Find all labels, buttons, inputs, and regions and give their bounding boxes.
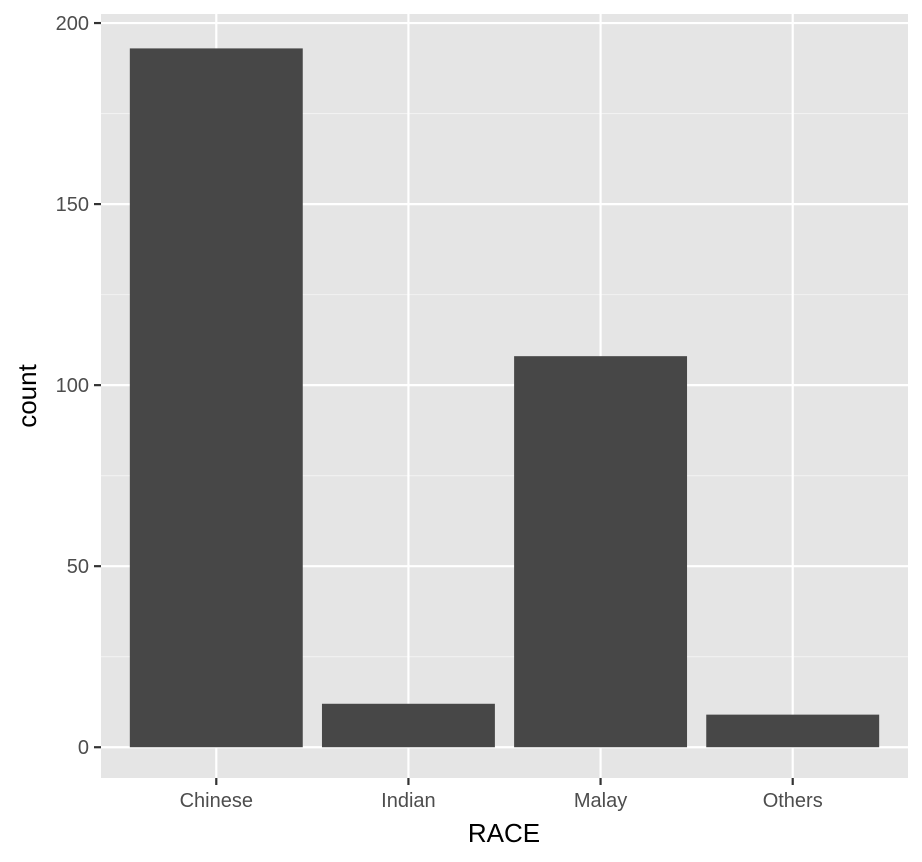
x-tick-label: Malay xyxy=(574,790,627,812)
x-axis-title: RACE xyxy=(468,818,540,848)
bars xyxy=(129,48,880,748)
y-tick-label: 200 xyxy=(56,13,89,35)
bar-chinese xyxy=(129,48,303,748)
bar-indian xyxy=(321,703,495,748)
y-tick-label: 0 xyxy=(78,737,89,759)
bar-malay xyxy=(514,356,688,748)
y-axis-title: count xyxy=(12,363,42,427)
y-axis: 0 50 100 150 200 xyxy=(56,13,101,759)
x-tick-label: Indian xyxy=(381,790,436,812)
y-tick-label: 150 xyxy=(56,194,89,216)
x-tick-label: Others xyxy=(763,790,823,812)
y-tick-label: 50 xyxy=(67,556,89,578)
x-tick-label: Chinese xyxy=(180,790,253,812)
y-tick-label: 100 xyxy=(56,375,89,397)
x-axis: Chinese Indian Malay Others xyxy=(180,778,823,812)
bar-others xyxy=(706,714,880,748)
